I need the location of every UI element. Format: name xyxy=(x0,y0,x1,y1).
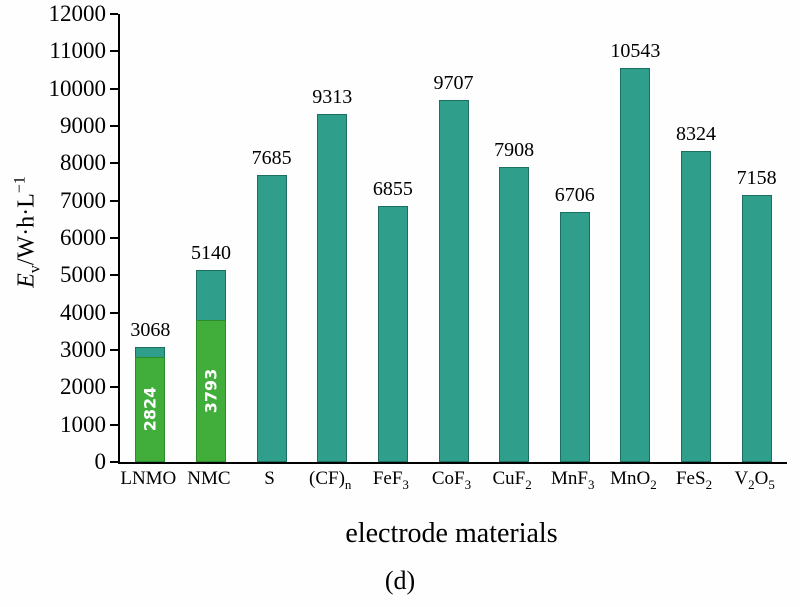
y-tick-label: 6000 xyxy=(60,225,106,250)
x-tick-label-subscript: 2 xyxy=(525,476,532,492)
bar-value-label: 7158 xyxy=(736,166,777,189)
y-tick-label: 1000 xyxy=(60,411,106,437)
plot-area: 2824 3068 3793 5140 7685 9313 6855 9707 7908 6706… xyxy=(118,14,787,464)
bar-7 xyxy=(559,211,590,462)
bar-value-label: 6706 xyxy=(554,183,595,206)
inner-value-label: 3793 xyxy=(201,368,221,414)
y-tick-mark xyxy=(110,87,118,90)
bar-9 xyxy=(681,151,712,462)
y-tick-mark xyxy=(110,274,118,277)
x-tick-label: CoF3 xyxy=(431,468,472,492)
y-tick-mark xyxy=(110,423,118,426)
x-tick-label: V2O5 xyxy=(734,468,775,492)
x-tick-label: MnF3 xyxy=(551,468,595,492)
bar-inner-green: 3793 xyxy=(195,320,226,462)
y-tick-label: 0 xyxy=(94,449,107,474)
y-tick-mark xyxy=(110,162,118,165)
x-tick-label-subscript: 2 xyxy=(748,476,755,492)
bar-value-label: 7685 xyxy=(251,147,292,170)
y-tick-mark xyxy=(110,125,118,127)
y-tick-mark xyxy=(110,13,118,15)
bar-5 xyxy=(438,99,469,462)
y-tick-label: 3000 xyxy=(60,337,106,362)
y-tick-mark xyxy=(110,50,118,53)
inner-value-label: 2824 xyxy=(140,387,160,432)
x-axis-title: electrode materials xyxy=(345,518,558,549)
y-tick-label: 12000 xyxy=(48,1,107,26)
y-tick-mark xyxy=(110,199,118,202)
x-tick-label-subscript: 3 xyxy=(588,476,595,492)
x-tick-label: LNMO xyxy=(120,468,177,489)
bar-10 xyxy=(741,194,772,462)
x-tick-label-subscript: 5 xyxy=(768,476,775,492)
x-tick-label: NMC xyxy=(187,468,231,489)
y-tick-mark xyxy=(110,461,118,463)
bar-value-label: 6855 xyxy=(372,178,413,201)
x-tick-label-subscript: n xyxy=(344,476,352,492)
y-tick-label: 2000 xyxy=(60,374,106,400)
x-tick-labels: LNMO NMC S (CF)n FeF3 CoF3 CuF2 MnF3 MnO2 FeS2 V2O… xyxy=(118,468,785,498)
bar-4 xyxy=(377,206,408,462)
x-tick-label-subscript: 3 xyxy=(464,476,472,492)
bar-value-label: 9313 xyxy=(312,86,353,109)
x-tick-label: FeS2 xyxy=(675,468,713,492)
y-tick-label: 11000 xyxy=(49,38,106,64)
y-tick-label: 4000 xyxy=(60,299,106,325)
x-tick-label-subscript: 2 xyxy=(650,476,657,492)
bar-value-label: 8324 xyxy=(676,123,717,146)
x-tick-label: S xyxy=(264,468,275,489)
bar-6 xyxy=(499,166,530,462)
x-tick-label: MnO2 xyxy=(610,468,657,492)
x-tick-label-subscript: 3 xyxy=(402,476,409,492)
bar-value-label: 7908 xyxy=(494,138,535,161)
y-tick-label: 7000 xyxy=(60,187,106,213)
x-tick-label: CuF2 xyxy=(492,468,532,492)
y-tick-mark xyxy=(110,349,118,351)
bar-value-label: 10543 xyxy=(610,40,661,63)
x-tick-label-subscript: 2 xyxy=(705,476,713,492)
bar-0: 2824 xyxy=(135,347,166,462)
y-tick-mark xyxy=(110,311,118,314)
y-tick-label: 5000 xyxy=(60,262,106,288)
bar-1: 3793 xyxy=(195,270,226,462)
bar-3 xyxy=(317,114,348,462)
bar-2 xyxy=(256,175,287,462)
y-tick-mark xyxy=(110,237,118,239)
y-tick-mark xyxy=(110,386,118,389)
y-tick-label: 10000 xyxy=(48,75,107,101)
y-tick-label: 9000 xyxy=(60,113,106,138)
bar-value-label: 9707 xyxy=(433,71,474,94)
figure-caption: (d) xyxy=(384,566,416,595)
x-tick-label: (CF)n xyxy=(309,468,352,492)
bar-inner-green: 2824 xyxy=(135,356,166,462)
y-tick-label: 8000 xyxy=(60,150,106,176)
bar-value-label: 3068 xyxy=(130,319,171,342)
x-tick-label: FeF3 xyxy=(372,468,409,492)
bar-8 xyxy=(620,68,651,462)
bar-value-label: 5140 xyxy=(190,242,231,265)
